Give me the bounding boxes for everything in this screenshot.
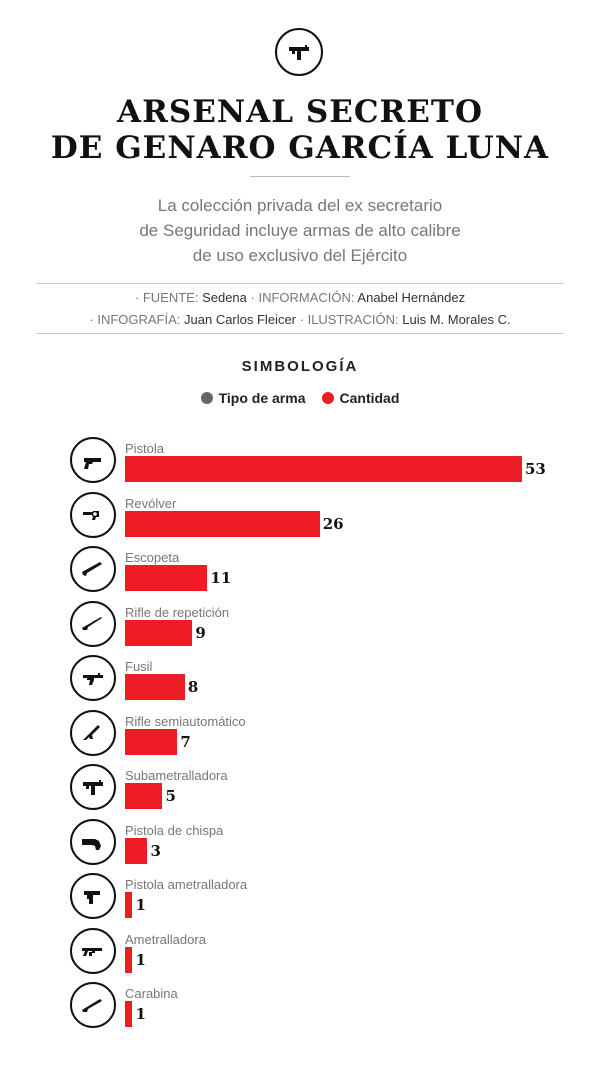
bar-pistola-ametralladora xyxy=(125,892,133,918)
pistol-icon xyxy=(70,437,116,483)
title-line-2: DE GENARO GARCÍA LUNA xyxy=(50,130,550,166)
credits-line-2: · INFOGRAFÍA: Juan Carlos Fleicer · ILUS… xyxy=(0,309,600,331)
credits-top-rule xyxy=(36,283,564,284)
title-divider xyxy=(250,176,350,177)
flintlock-pistol-icon xyxy=(70,818,116,865)
informacion-label: · INFORMACIÓN: xyxy=(250,290,355,305)
fuente-value: Sedena xyxy=(202,290,247,305)
legend-label-tipo-de-arma: Tipo de arma xyxy=(218,390,306,406)
bar-escopeta xyxy=(125,565,208,591)
subtitle-line-2: de Seguridad incluye armas de alto calib… xyxy=(139,221,461,240)
value-label-escopeta: 11 xyxy=(210,569,232,587)
bar-pistola-de-chispa xyxy=(125,837,148,864)
legend-label-cantidad: Cantidad xyxy=(339,390,400,406)
bar-rifle-de-repeticion xyxy=(125,619,193,646)
category-label-escopeta: Escopeta xyxy=(125,550,180,565)
category-label-revolver: Revólver xyxy=(125,495,177,511)
bolt-action-rifle-icon xyxy=(70,600,116,647)
category-label-pistola: Pistola xyxy=(125,441,165,456)
machine-pistol-icon xyxy=(70,873,116,919)
value-label-rifle-semiautomatico: 7 xyxy=(180,732,191,751)
value-label-carabina: 1 xyxy=(135,1005,146,1023)
category-label-ametralladora: Ametralladora xyxy=(125,931,206,947)
legend-item-tipo-de-arma: Tipo de arma xyxy=(200,390,306,406)
credits-bottom-rule xyxy=(36,333,564,334)
bar-subametralladora xyxy=(125,783,163,809)
category-label-carabina: Carabina xyxy=(125,986,178,1001)
value-label-ametralladora: 1 xyxy=(135,950,146,969)
ilustracion-label: · ILUSTRACIÓN: xyxy=(299,312,399,327)
infografia-label: · INFOGRAFÍA: xyxy=(89,312,181,327)
bar-revolver xyxy=(125,510,320,537)
subtitle-line-1: La colección privada del ex secretario xyxy=(157,196,443,215)
legend-title: SIMBOLOGÍA xyxy=(241,358,359,375)
ilustracion-value: Luis M. Morales C. xyxy=(402,312,511,327)
legend-item-cantidad: Cantidad xyxy=(321,390,400,406)
bar-rifle-semiautomatico xyxy=(125,728,178,755)
value-label-rifle-de-repeticion: 9 xyxy=(195,623,206,642)
semiautomatic-rifle-icon xyxy=(70,709,116,756)
value-label-pistola-ametralladora: 1 xyxy=(135,896,146,914)
carbine-icon xyxy=(70,982,116,1028)
value-label-revolver: 26 xyxy=(322,514,344,533)
title-line-1: ARSENAL SECRETO xyxy=(117,94,483,130)
infografia-value: Juan Carlos Fleicer xyxy=(184,312,297,327)
value-label-pistola: 53 xyxy=(525,460,546,478)
credits-line-1: · FUENTE: Sedena · INFORMACIÓN: Anabel H… xyxy=(0,287,600,309)
fuente-label: · FUENTE: xyxy=(134,290,199,305)
bar-ametralladora xyxy=(125,946,133,973)
category-label-pistola-de-chispa: Pistola de chispa xyxy=(125,822,224,838)
subtitle-line-3: de uso exclusivo del Ejército xyxy=(192,246,408,265)
bar-pistola xyxy=(125,456,522,482)
category-label-fusil: Fusil xyxy=(125,659,153,674)
submachine-gun-icon xyxy=(275,28,323,76)
category-label-subametralladora: Subametralladora xyxy=(125,768,228,783)
shotgun-icon xyxy=(70,546,116,592)
category-label-rifle-de-repeticion: Rifle de repetición xyxy=(125,604,230,620)
legend-dot-red xyxy=(321,392,334,404)
submachine-gun-icon xyxy=(70,764,116,810)
value-label-subametralladora: 5 xyxy=(165,787,176,805)
legend-dot-gray xyxy=(200,392,213,404)
machine-gun-icon xyxy=(70,927,116,974)
revolver-icon xyxy=(70,491,116,538)
bar-carabina xyxy=(125,1001,133,1027)
bar-fusil xyxy=(125,674,185,700)
assault-rifle-icon xyxy=(70,655,116,701)
legend: Tipo de arma Cantidad xyxy=(0,390,600,406)
category-label-rifle-semiautomatico: Rifle semiautomático xyxy=(125,713,246,729)
informacion-value: Anabel Hernández xyxy=(357,290,466,305)
value-label-fusil: 8 xyxy=(187,678,199,696)
category-label-pistola-ametralladora: Pistola ametralladora xyxy=(125,877,248,892)
value-label-pistola-de-chispa: 3 xyxy=(150,841,161,860)
